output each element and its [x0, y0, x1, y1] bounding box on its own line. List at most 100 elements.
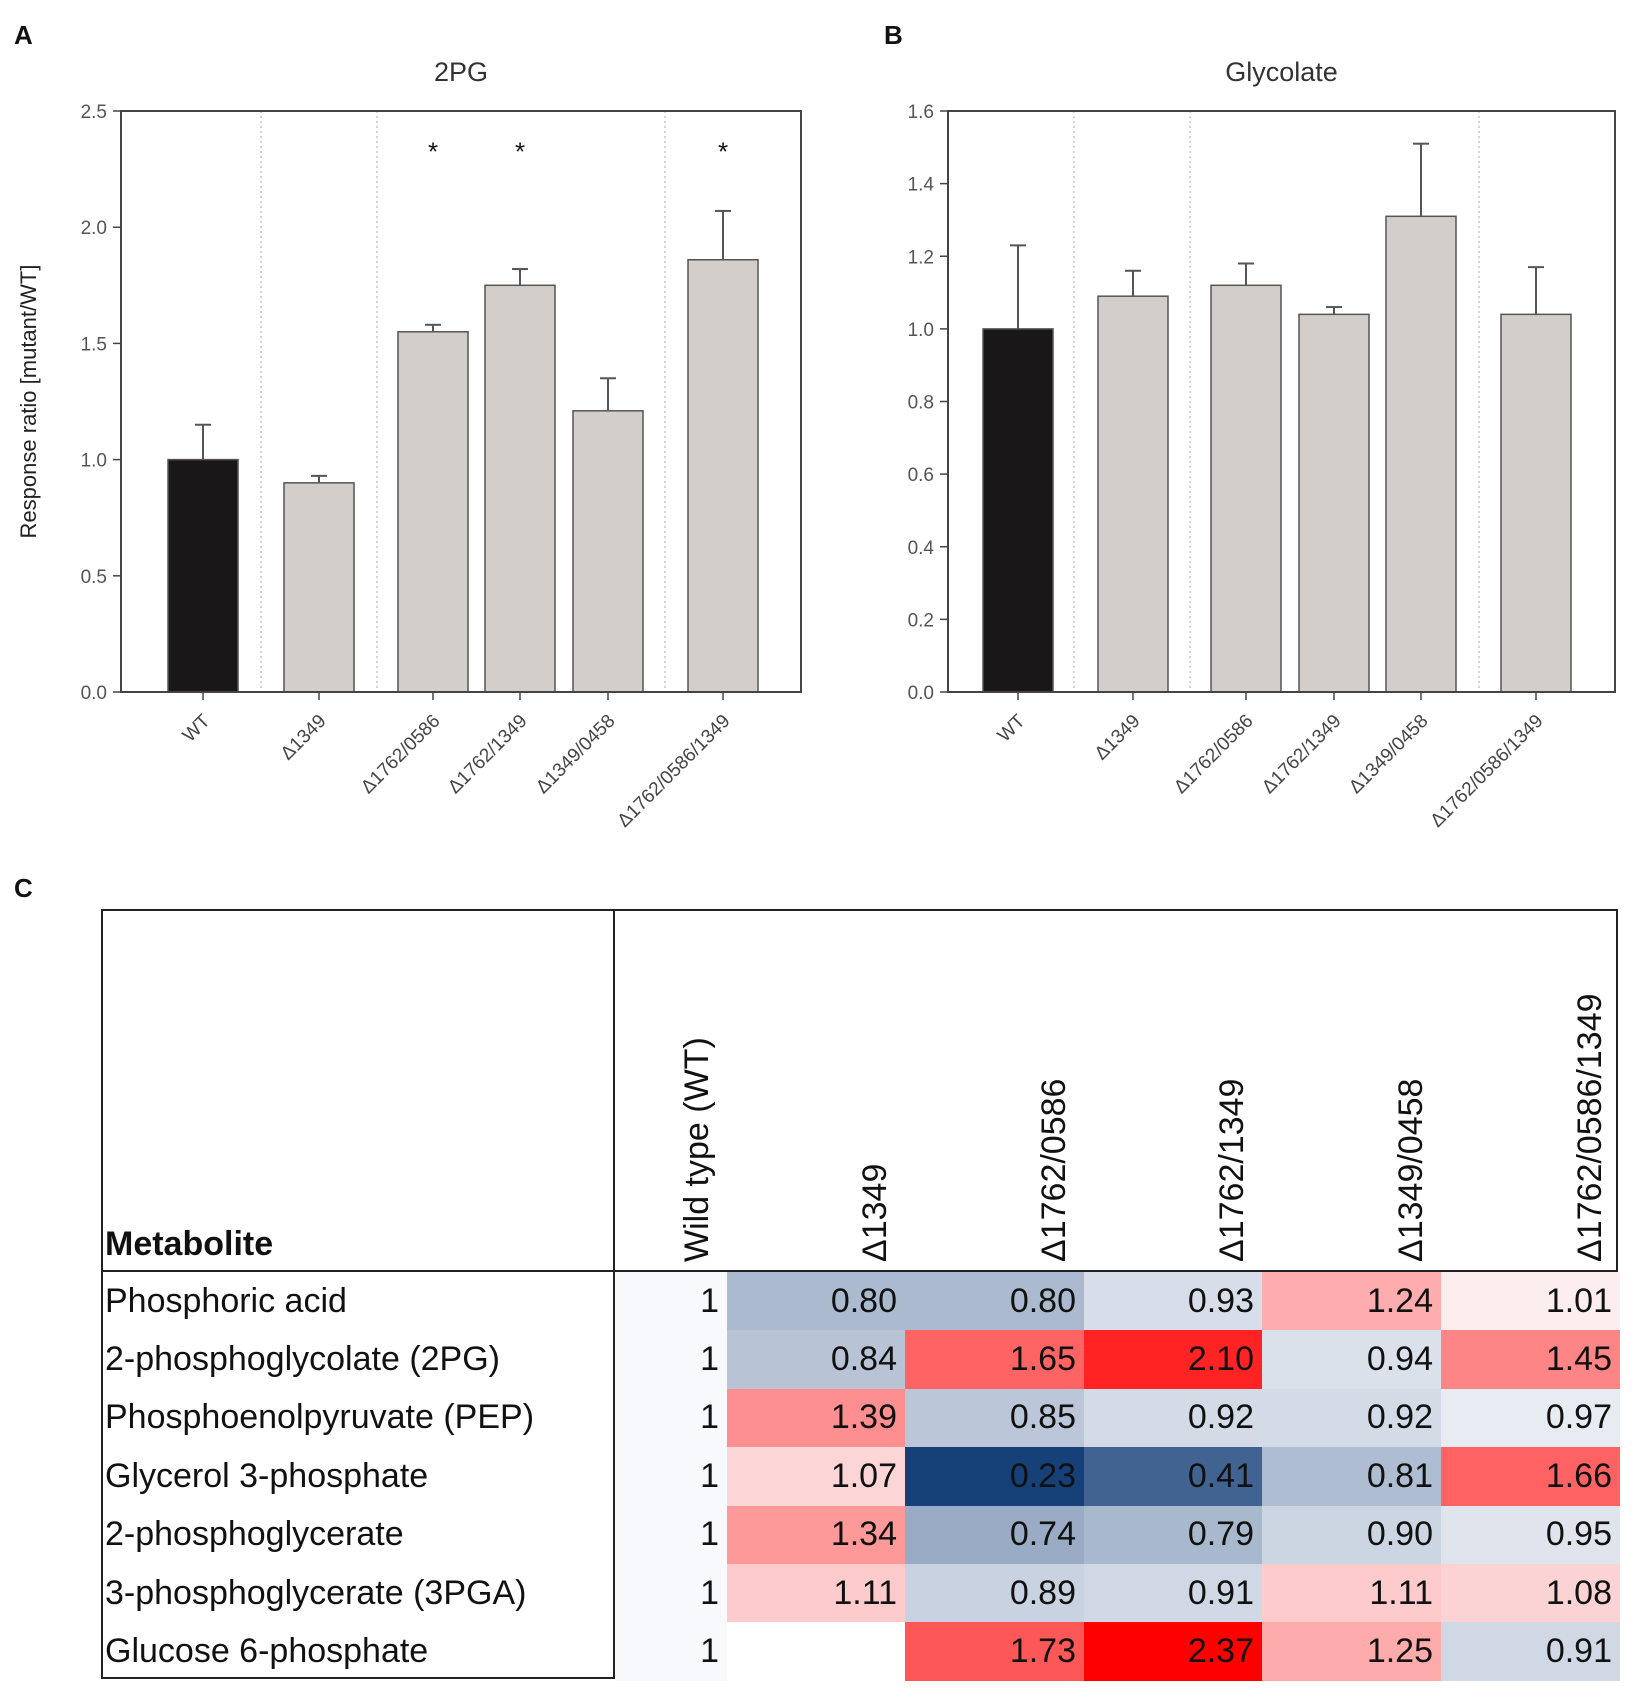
y-tick-label: 1.4 [908, 175, 935, 196]
y-axis-label: Response ratio [mutant/WT] [16, 265, 41, 539]
y-tick-label: 1.2 [908, 247, 934, 268]
heatmap-cell: 1.34 [727, 1505, 905, 1564]
heatmap-cell: 1 [615, 1272, 727, 1331]
y-tick-label: 0.0 [908, 683, 934, 704]
heatmap-cell: 0.89 [905, 1564, 1084, 1623]
heatmap-cell: 0.92 [1262, 1388, 1441, 1448]
column-header: Δ1762/1349 [1213, 1078, 1251, 1262]
significance-star: * [428, 137, 438, 167]
heatmap-cell: 1 [615, 1330, 727, 1389]
bar [1097, 295, 1169, 693]
y-tick-label: 0.4 [908, 538, 935, 559]
column-header: Δ1762/0586/1349 [1571, 993, 1609, 1262]
panel-label-a: A [14, 20, 33, 50]
bar [484, 284, 556, 693]
y-tick-label: 1.6 [908, 102, 934, 123]
header-divider [103, 1270, 1616, 1272]
bar [982, 328, 1054, 693]
bar [687, 258, 759, 693]
heatmap-cell: 1.11 [727, 1564, 905, 1623]
heatmap-cell: 1 [615, 1447, 727, 1506]
y-tick-label: 0.5 [81, 567, 107, 588]
metabolite-name: 2-phosphoglycerate [105, 1515, 404, 1554]
heatmap-cell: 2.37 [1084, 1622, 1262, 1681]
bar [1210, 284, 1282, 693]
y-tick-label: 0.0 [81, 683, 107, 704]
bar [572, 410, 644, 693]
bar [397, 331, 469, 693]
significance-star: * [718, 137, 728, 167]
column-header: Wild type (WT) [678, 1037, 716, 1262]
x-tick-label: Δ1349/0458 [1345, 711, 1432, 798]
y-tick-label: 2.0 [81, 218, 107, 239]
heatmap-cell [727, 1622, 905, 1681]
column-header: Δ1349 [856, 1163, 894, 1262]
heatmap-cell: 1 [615, 1564, 727, 1623]
heatmap-cell: 1.66 [1441, 1447, 1620, 1506]
heatmap-cell: 0.97 [1441, 1388, 1620, 1448]
heatmap-cell: 1.07 [727, 1447, 905, 1506]
heatmap-cell: 1 [615, 1505, 727, 1564]
column-divider [613, 911, 615, 1677]
bar [283, 482, 355, 693]
heatmap-cell: 0.91 [1441, 1622, 1620, 1681]
heatmap-cell: 1.01 [1441, 1272, 1620, 1331]
heatmap-cell: 0.94 [1262, 1330, 1441, 1389]
heatmap-cell: 0.93 [1084, 1272, 1262, 1331]
heatmap-cell: 0.79 [1084, 1505, 1262, 1564]
metabolite-name: Glycerol 3-phosphate [105, 1456, 429, 1495]
heatmap-cell: 1.39 [727, 1388, 905, 1448]
heatmap-cell: 1.65 [905, 1330, 1084, 1389]
heatmap-cell: 0.80 [727, 1272, 905, 1331]
x-tick-label: Δ1762/0586/1349 [1427, 711, 1548, 832]
metabolite-name: 3-phosphoglycerate (3PGA) [105, 1573, 527, 1612]
heatmap-cell: 2.10 [1084, 1330, 1262, 1389]
column-header: Δ1349/0458 [1392, 1078, 1430, 1262]
x-tick-label: Δ1762/1349 [1258, 711, 1345, 798]
heatmap-cell: 1.08 [1441, 1564, 1620, 1623]
heatmap-cell: 1.24 [1262, 1272, 1441, 1331]
heatmap-cell: 0.92 [1084, 1388, 1262, 1448]
panel-label-c: C [14, 873, 33, 903]
metabolite-name: 2-phosphoglycolate (2PG) [105, 1340, 501, 1379]
heatmap-cell: 0.80 [905, 1272, 1084, 1331]
metabolite-name: Phosphoric acid [105, 1281, 347, 1320]
x-tick-label: WT [994, 710, 1030, 746]
x-tick-label: Δ1349 [1091, 711, 1145, 765]
heatmap-cell: 0.95 [1441, 1505, 1620, 1564]
heatmap-cell: 1.73 [905, 1622, 1084, 1681]
heatmap-cell: 1.11 [1262, 1564, 1441, 1623]
bar [1385, 215, 1457, 693]
panel-label-b: B [884, 20, 903, 50]
chart-title: Glycolate [1225, 57, 1338, 87]
heatmap-cell: 0.81 [1262, 1447, 1441, 1506]
plot-frame [120, 110, 802, 693]
x-tick-label: Δ1762/0586 [1170, 711, 1257, 798]
chart-glycolate: Glycolate 0.0 0.2 0.4 0.6 0.8 1.0 1.2 1.4 1.6 WT Δ1… [908, 57, 1616, 832]
bar [1298, 313, 1370, 693]
heatmap-cell: 0.85 [905, 1388, 1084, 1448]
heatmap-cell: 1.25 [1262, 1622, 1441, 1681]
metabolite-header: Metabolite [105, 1224, 274, 1263]
heatmap-cell: 1 [615, 1622, 727, 1681]
y-tick-label: 1.0 [908, 320, 934, 341]
heatmap-cell: 0.84 [727, 1330, 905, 1389]
y-tick-label: 0.2 [908, 610, 934, 631]
y-tick-label: 1.0 [81, 451, 107, 472]
plot-frame [947, 110, 1616, 693]
y-tick-label: 0.8 [908, 393, 934, 414]
heatmap-cell: 0.41 [1084, 1447, 1262, 1506]
y-tick-label: 1.5 [81, 334, 107, 355]
chart-title: 2PG [434, 57, 488, 87]
heatmap-cell: 0.90 [1262, 1505, 1441, 1564]
chart-2pg: 2PG Response ratio [mutant/WT] 0.0 0.5 1.0 1.… [16, 57, 802, 832]
heatmap-cell: 0.74 [905, 1505, 1084, 1564]
metabolite-name: Glucose 6-phosphate [105, 1632, 429, 1671]
metabolite-name: Phosphoenolpyruvate (PEP) [105, 1398, 535, 1437]
heatmap-cell: 1 [615, 1388, 727, 1448]
heatmap-cell: 0.91 [1084, 1564, 1262, 1623]
y-tick-label: 0.6 [908, 465, 934, 486]
y-tick-label: 2.5 [81, 102, 107, 123]
heatmap-cell: 1.45 [1441, 1330, 1620, 1389]
